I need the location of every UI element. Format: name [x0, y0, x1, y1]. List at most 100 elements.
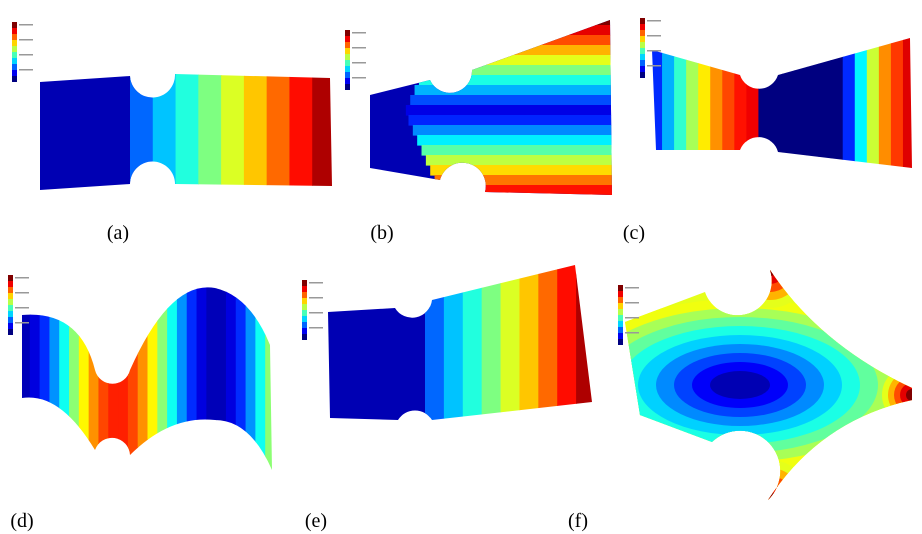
legend-text: [15, 307, 29, 309]
contour-band: [746, 476, 794, 524]
contour-band: [891, 30, 904, 175]
contour-band: [244, 60, 267, 200]
legend-swatch: [8, 329, 13, 335]
legend-text: [309, 312, 323, 314]
contour-band: [216, 270, 226, 480]
contour-band: [903, 30, 916, 175]
contour-band: [710, 371, 770, 399]
contour-band: [674, 30, 687, 175]
legend-swatch: [8, 281, 13, 287]
legend-swatch: [12, 52, 17, 58]
legend-swatch: [8, 317, 13, 323]
contour-band: [176, 60, 199, 200]
page: (a) (b) (c) (d) (e) (f) (() => { const d…: [0, 0, 922, 534]
legend-text: [15, 277, 29, 279]
panel-label: (f): [568, 510, 588, 532]
contour-band: [576, 255, 595, 430]
contour-band: [138, 270, 148, 480]
contour-band: [754, 252, 786, 284]
contour-plots: [20, 10, 922, 534]
legend-swatch: [302, 334, 307, 340]
contour-band: [443, 195, 620, 206]
panel-label: (c): [623, 222, 645, 244]
contour-band: [441, 25, 620, 36]
contour-band: [148, 270, 158, 480]
legend-text: [625, 287, 639, 289]
contour-band: [197, 270, 207, 480]
legend-text: [352, 47, 366, 49]
contour-band: [289, 60, 312, 200]
contour-band: [422, 145, 620, 156]
contour-band: [177, 270, 187, 480]
contour-band: [157, 270, 167, 480]
legend-swatch: [12, 34, 17, 40]
contour-band: [762, 260, 778, 276]
contour-band: [463, 255, 482, 430]
legend-swatch: [640, 60, 645, 66]
contour-band: [320, 260, 430, 430]
contour-band: [49, 270, 59, 480]
contour-band: [746, 30, 759, 175]
legend-swatch: [640, 54, 645, 60]
legend-swatch: [345, 42, 350, 48]
legend-swatch: [302, 322, 307, 328]
legend-swatch: [345, 54, 350, 60]
contour-band: [807, 30, 820, 175]
contour-band: [221, 60, 244, 200]
panel-label: (a): [107, 222, 129, 244]
contour-band: [265, 270, 275, 480]
contour-band: [738, 468, 802, 532]
legend-text: [625, 332, 639, 334]
contour-band: [246, 270, 256, 480]
contour-band: [425, 255, 444, 430]
contour-band: [423, 65, 620, 76]
contour-band: [746, 244, 794, 292]
contour-band: [445, 15, 620, 26]
legend-swatch: [640, 48, 645, 54]
legend-swatch: [618, 315, 623, 321]
legend-swatch: [302, 280, 307, 286]
contour-band: [710, 30, 723, 175]
contour-band: [538, 255, 557, 430]
contour-plot: [650, 30, 916, 175]
legend-swatch: [302, 310, 307, 316]
contour-band: [40, 270, 50, 480]
legend-text: [647, 65, 661, 67]
contour-band: [754, 484, 786, 516]
contour-band: [236, 270, 246, 480]
legend-text: [19, 24, 33, 26]
contour-band: [417, 135, 620, 146]
legend-swatch: [618, 327, 623, 333]
legend-swatch: [302, 316, 307, 322]
legend-text: [647, 50, 661, 52]
legend-swatch: [618, 285, 623, 291]
contour-band: [198, 60, 221, 200]
legend-swatch: [8, 323, 13, 329]
contour-band: [98, 270, 108, 480]
legend-text: [19, 54, 33, 56]
contour-band: [738, 236, 802, 300]
contour-band: [698, 30, 711, 175]
legend-swatch: [640, 18, 645, 24]
contour-band: [734, 30, 747, 175]
legend-swatch: [618, 339, 623, 345]
contour-band: [267, 60, 290, 200]
legend-swatch: [640, 30, 645, 36]
legend-swatch: [618, 321, 623, 327]
legend-text: [309, 282, 323, 284]
contour-band: [867, 30, 880, 175]
legend-swatch: [8, 293, 13, 299]
legend-swatch: [345, 36, 350, 42]
legend-swatch: [12, 58, 17, 64]
legend-swatch: [345, 60, 350, 66]
legend-swatch: [640, 24, 645, 30]
legend-swatch: [640, 66, 645, 72]
panel-label: (e): [305, 510, 327, 532]
contour-band: [118, 270, 128, 480]
contour-band: [843, 30, 856, 175]
legend-swatch: [345, 48, 350, 54]
contour-band: [435, 175, 620, 186]
contour-band: [312, 60, 335, 200]
legend-text: [625, 302, 639, 304]
contour-plot: [30, 60, 336, 200]
